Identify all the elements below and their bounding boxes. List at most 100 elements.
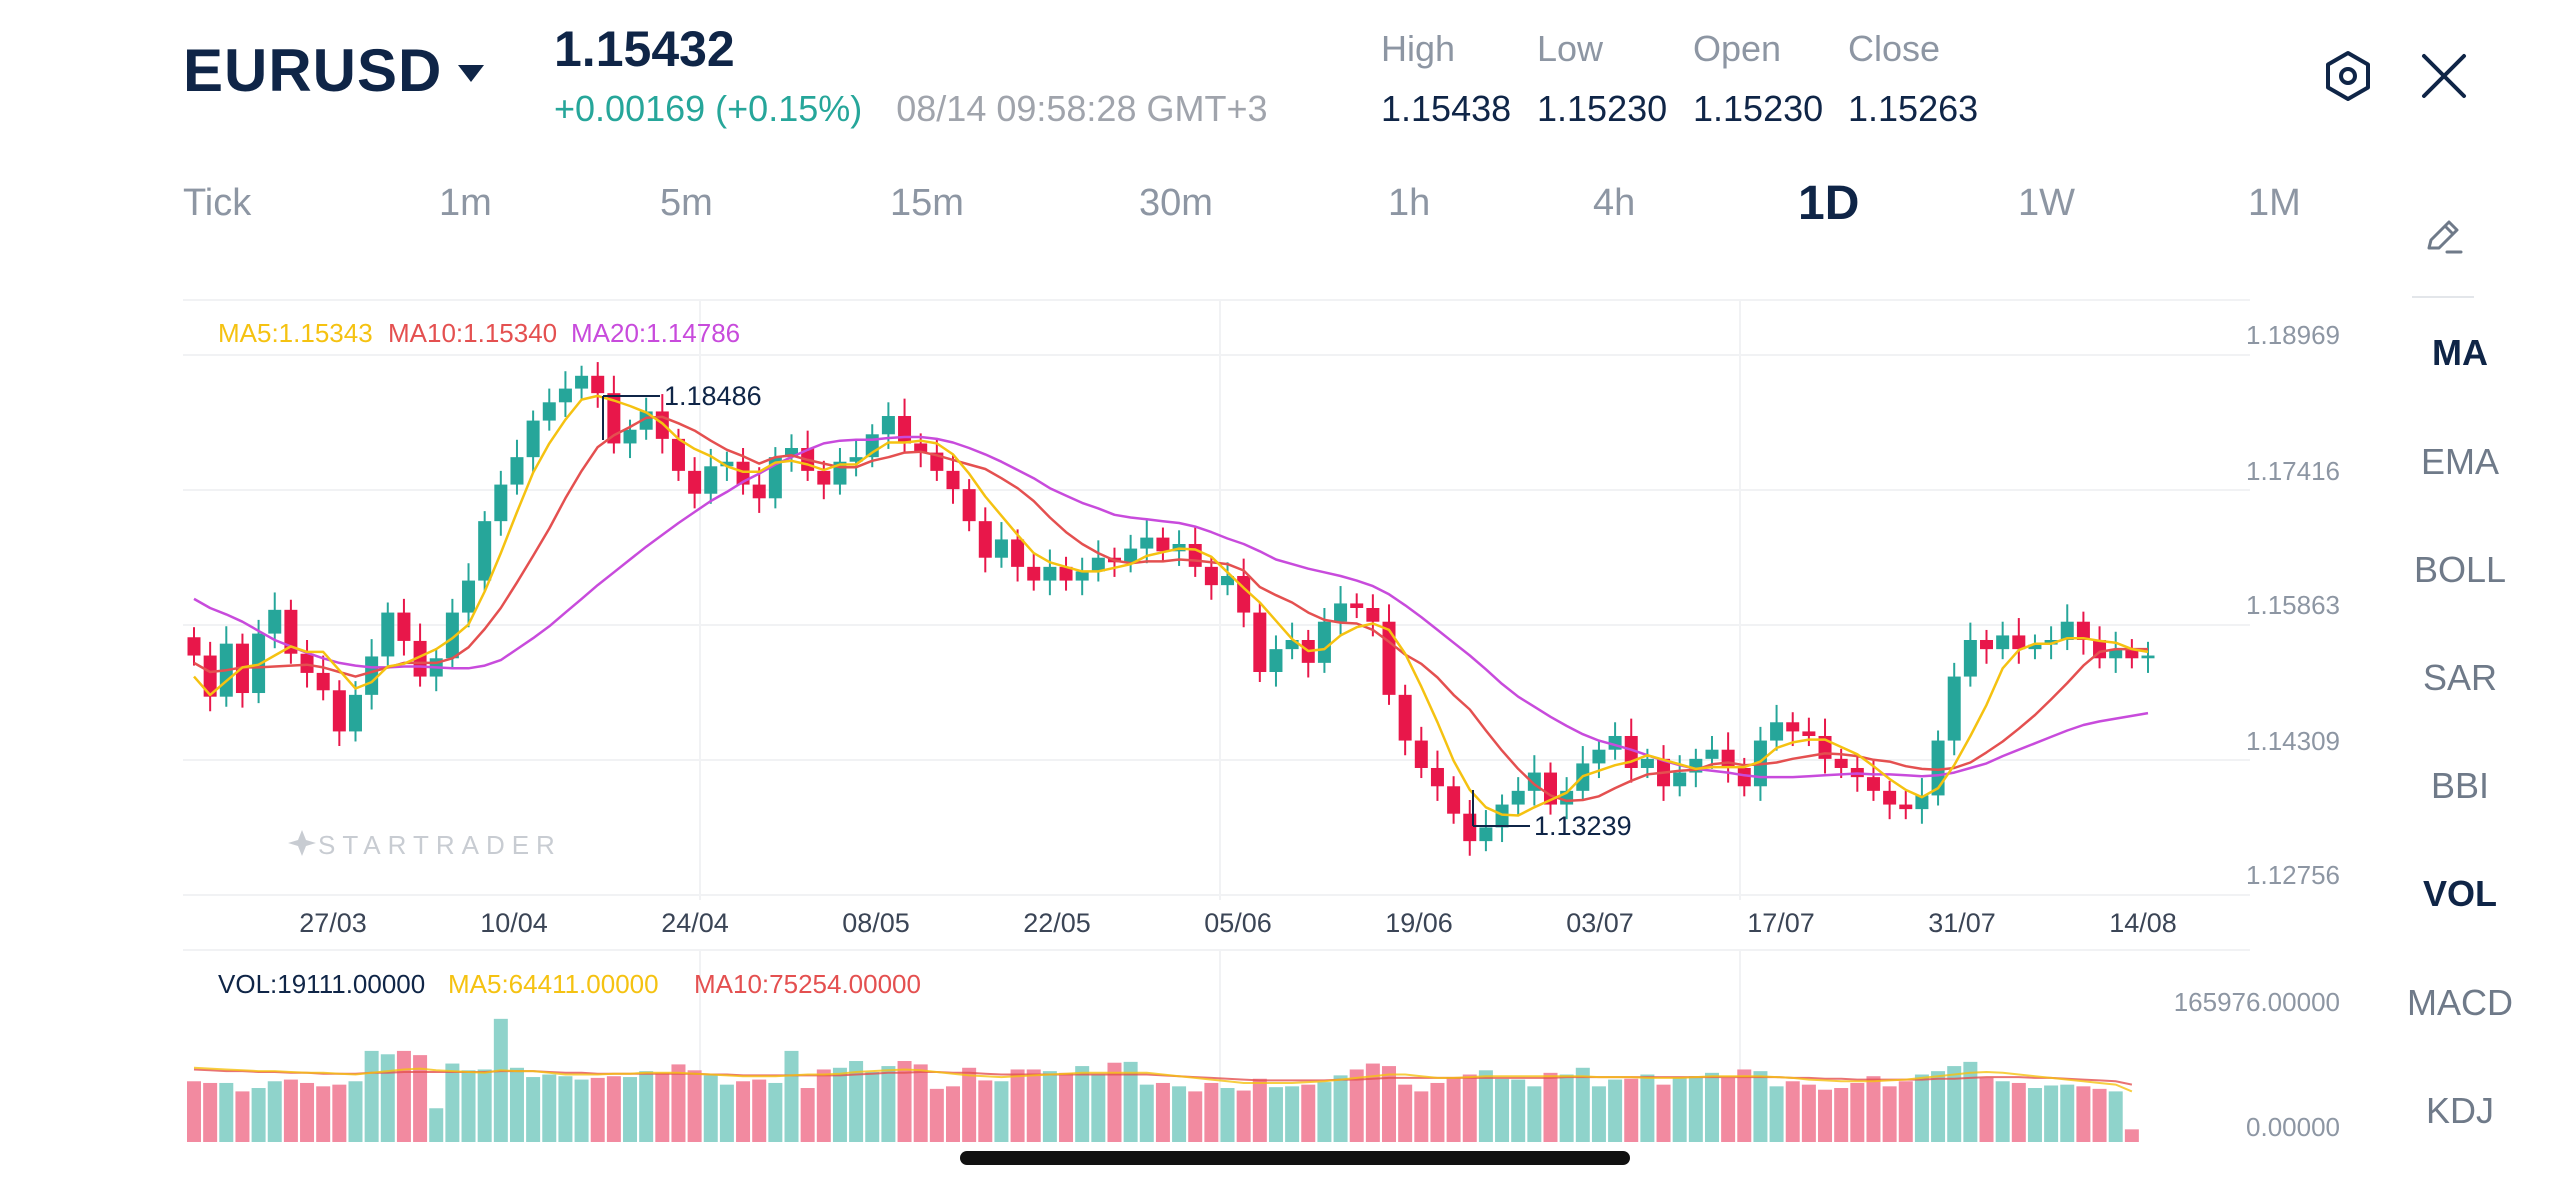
candle-body [1027,566,1041,581]
volume-bar [493,1018,508,1142]
volume-bar [1285,1086,1300,1142]
tab-1d[interactable]: 1D [1798,177,1860,230]
volume-bar [1495,1078,1510,1142]
candle-body [1883,790,1897,805]
volume-bar [832,1067,847,1142]
candle-body [575,375,589,389]
volume-bar [865,1071,880,1142]
candle-body [381,612,395,657]
indicator-vol[interactable]: VOL [2422,873,2497,914]
candle-body [785,448,799,458]
tab-1m-month[interactable]: 1M [2248,182,2301,224]
candle-body [2109,649,2123,659]
candle-body [946,470,960,490]
volume-bar [1527,1086,1542,1142]
indicator-ma[interactable]: MA [2432,332,2488,373]
candle-body [1221,576,1235,586]
vol-legend: VOL:19111.00000 [218,969,425,999]
volume-bar [687,1070,702,1142]
volume-bar [348,1081,363,1142]
close-button[interactable] [2414,46,2474,106]
volume-bar [1042,1071,1057,1142]
indicator-kdj[interactable]: KDJ [2425,1090,2494,1131]
y-tick: 1.17416 [2246,456,2340,486]
candle-body [526,420,540,458]
indicator-sar[interactable]: SAR [2422,657,2498,698]
volume-bar [1123,1061,1138,1142]
volume-bar [477,1069,492,1142]
volume-bar [1026,1069,1041,1142]
candle-body [1479,827,1493,842]
volume-bar [929,1088,944,1142]
price-change: +0.00169 (+0.15%) [554,88,863,129]
x-tick: 27/03 [299,908,367,938]
x-tick: 22/05 [1023,908,1091,938]
tab-tick[interactable]: Tick [183,182,252,224]
volume-bar [1349,1069,1364,1142]
vol-ma10-legend: MA10:75254.00000 [694,969,921,999]
tab-15m[interactable]: 15m [890,182,964,224]
y-tick: 1.12756 [2246,860,2340,890]
candle-body [510,457,524,485]
volume-bar [1995,1081,2010,1142]
volume-bar [1947,1066,1962,1142]
volume-bar [1478,1070,1493,1142]
tab-5m[interactable]: 5m [660,182,713,224]
candle-body [365,656,379,695]
candle-body [1430,767,1444,787]
volume-bar [267,1081,282,1142]
tab-30m[interactable]: 30m [1139,182,1213,224]
volume-bar [913,1064,928,1142]
volume-bar [1559,1074,1574,1142]
volume-bar [1139,1084,1154,1142]
volume-bar [251,1088,266,1142]
volume-bar [994,1081,1009,1142]
x-tick: 24/04 [661,908,729,938]
volume-bar [1091,1074,1106,1142]
indicator-macd[interactable]: MACD [2407,982,2513,1023]
volume-bar [1850,1082,1865,1142]
candle-body [2076,621,2090,640]
candle-body [1447,786,1461,814]
tab-1h[interactable]: 1h [1388,182,1431,224]
candle-body [478,521,492,581]
candle-body [655,411,669,439]
settings-button[interactable] [2318,46,2378,106]
indicator-bbi[interactable]: BBI [2430,765,2490,806]
draw-tool-button[interactable] [2412,208,2474,264]
close-value: 1.15263 [1848,88,1979,129]
candle-body [1673,772,1687,787]
volume-bar [429,1108,444,1142]
volume-bar [2060,1084,2075,1142]
candle-body [300,653,314,673]
indicator-ema[interactable]: EMA [2420,441,2499,482]
volume-bar [881,1066,896,1142]
candle-body [1802,731,1816,736]
volume-bar [1220,1088,1235,1142]
volume-bar [1866,1076,1881,1142]
candle-body [591,375,605,394]
volume-bar [1188,1091,1203,1142]
candle-body [1156,537,1170,552]
candles [187,362,2155,856]
volume-bar [1333,1075,1348,1142]
candle-body [332,690,346,732]
tab-4h[interactable]: 4h [1593,182,1636,224]
candle-body [1915,795,1929,810]
candle-body [1414,740,1428,768]
symbol-name: EURUSD [183,37,443,104]
close-icon [2422,54,2466,98]
symbol-selector[interactable]: EURUSD [183,36,485,105]
y-tick: 1.15863 [2246,590,2340,620]
volume-bar [2044,1085,2059,1142]
tab-1w[interactable]: 1W [2018,182,2075,224]
open-label: Open [1693,28,1782,69]
volume-bar [655,1072,670,1142]
indicator-boll[interactable]: BOLL [2413,549,2507,590]
volume-bar [1963,1061,1978,1142]
volume-bar [1656,1084,1671,1142]
watermark-star-icon [288,830,316,856]
candle-body [881,416,895,435]
tab-1m[interactable]: 1m [439,182,492,224]
